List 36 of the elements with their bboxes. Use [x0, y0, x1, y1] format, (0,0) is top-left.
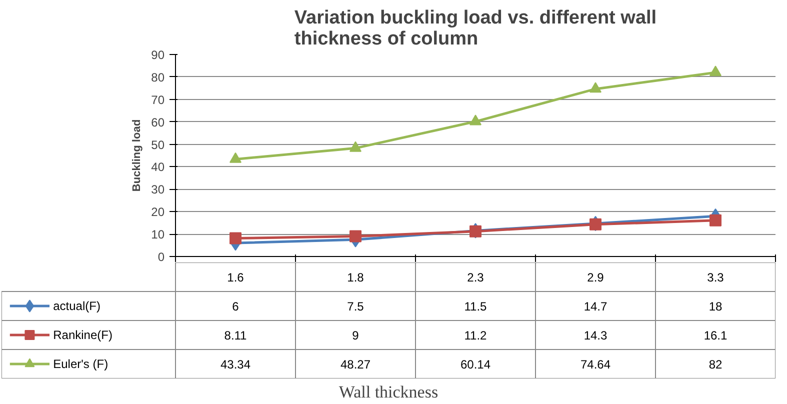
x-tick-label: 3.3	[707, 270, 724, 284]
y-tick-label: 60	[151, 115, 165, 130]
y-tick-label: 0	[158, 250, 165, 264]
legend-label: Rankine(F)	[53, 328, 112, 342]
chart-title: Variation buckling load vs. different wall thickness of column	[294, 8, 657, 50]
y-tick-label: 80	[151, 70, 165, 84]
text: Wall thickness	[338, 382, 438, 402]
data-label: 43.34	[220, 358, 251, 372]
y-tick-label: 50	[151, 138, 165, 152]
data-label: 60.14	[460, 358, 491, 372]
y-axis-title: Buckling load	[131, 119, 144, 192]
data-label: 14.7	[584, 300, 608, 314]
data-label: 9	[352, 328, 360, 342]
legend-label: actual(F)	[53, 299, 100, 313]
y-tick-label: 90	[151, 48, 165, 62]
data-label: 8.11	[224, 328, 248, 342]
y-tick-label: 40	[151, 160, 165, 174]
data-label: 6	[232, 300, 240, 314]
x-tick-label: 2.9	[587, 270, 604, 284]
legend-label: Euler's (F)	[53, 357, 108, 371]
x-tick-label: 1.6	[227, 270, 244, 284]
y-tick-label: 30	[151, 182, 165, 197]
y-tick-label: 70	[151, 92, 165, 107]
x-tick-label: 1.8	[347, 270, 364, 284]
y-tick-label: 10	[151, 228, 165, 242]
data-label: 16.1	[704, 328, 728, 342]
data-label: 48.27	[340, 358, 371, 372]
data-label: 11.5	[464, 300, 488, 314]
data-label: 11.2	[464, 328, 488, 342]
data-label: 7.5	[347, 300, 364, 314]
data-label: 82	[708, 358, 722, 372]
data-label: 18	[708, 300, 722, 314]
x-tick-label: 2.3	[467, 270, 484, 284]
data-label: 14.3	[584, 328, 608, 342]
data-label: 74.64	[580, 358, 611, 372]
y-tick-label: 20	[151, 205, 165, 220]
